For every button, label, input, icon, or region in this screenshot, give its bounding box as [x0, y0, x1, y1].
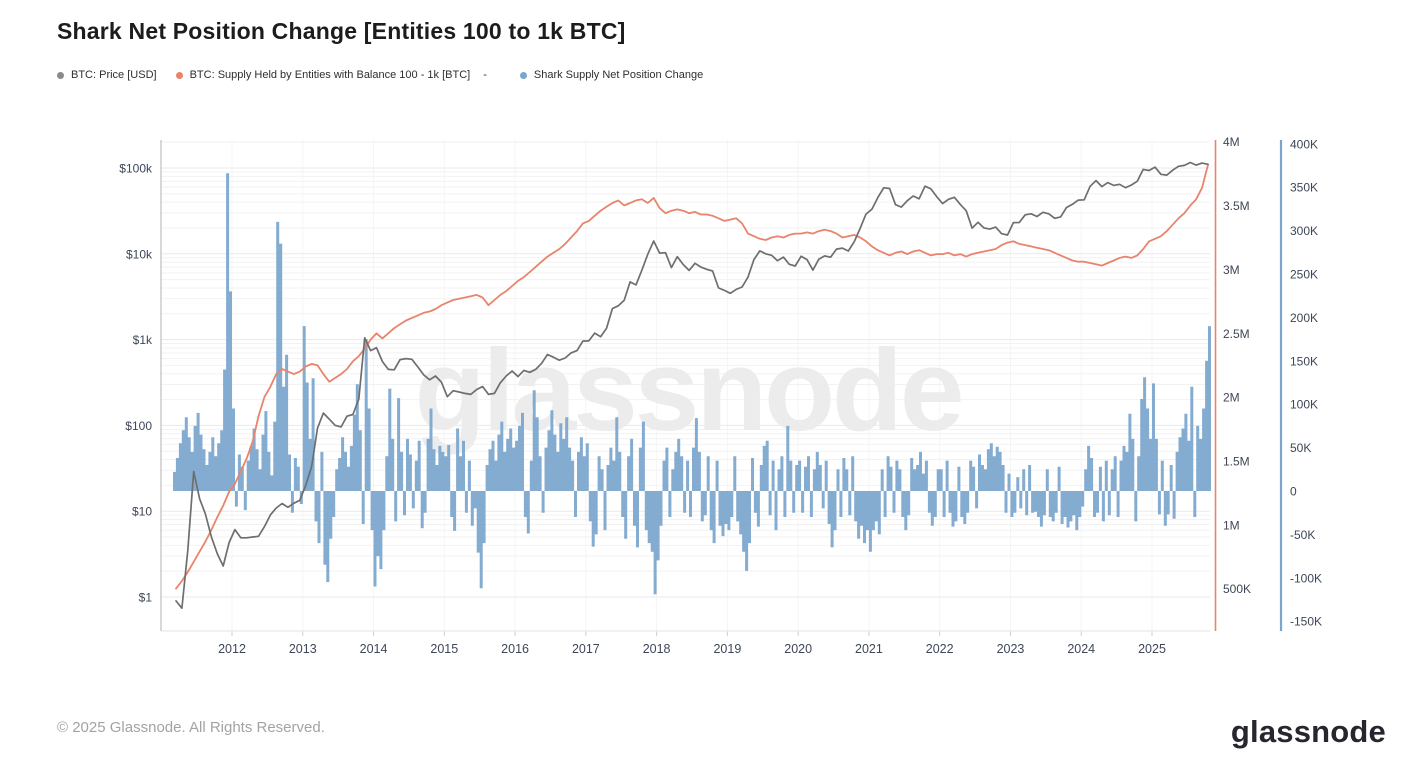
supply-tick-label: 2M: [1223, 391, 1240, 405]
npc-tick-label: 50K: [1290, 441, 1311, 455]
legend-label: BTC: Supply Held by Entities with Balanc…: [189, 69, 471, 81]
x-axis-tick-label: 2017: [572, 642, 600, 656]
copyright-text: © 2025 Glassnode. All Rights Reserved.: [57, 719, 325, 736]
npc-tick-label: 300K: [1290, 224, 1318, 238]
price-line: [175, 161, 1209, 610]
x-axis-tick-label: 2022: [926, 642, 954, 656]
supply-tick-label: 1M: [1223, 518, 1240, 532]
npc-tick-label: -50K: [1290, 528, 1315, 542]
npc-tick-label: 0: [1290, 485, 1297, 499]
npc-bars: [173, 173, 1211, 595]
supply-tick-label: 3.5M: [1223, 199, 1250, 213]
page-title: Shark Net Position Change [Entities 100 …: [57, 18, 626, 44]
x-axis-tick-label: 2014: [360, 642, 388, 656]
y-axis-npc: 400K 350K 300K 250K 200K 150K 100K 50K 0 -50K -100…: [1290, 137, 1322, 628]
legend-dot-icon: [519, 71, 527, 79]
supply-tick-label: 3M: [1223, 263, 1240, 277]
x-axis-tick-label: 2015: [430, 642, 458, 656]
price-tick-label: $10: [132, 505, 152, 519]
npc-tick-label: 100K: [1290, 398, 1318, 412]
legend-label: Shark Supply Net Position Change: [533, 69, 704, 81]
npc-tick-label: 400K: [1290, 137, 1318, 151]
npc-tick-label: -150K: [1290, 615, 1322, 629]
supply-tick-label: 2.5M: [1223, 327, 1250, 341]
price-tick-label: $1: [139, 591, 153, 605]
x-axis-tick-label: 2021: [855, 642, 883, 656]
npc-tick-label: 150K: [1290, 354, 1318, 368]
y-axis-supply: 4M 3.5M 3M 2.5M 2M 1.5M 1M 500K: [1223, 135, 1251, 596]
price-tick-label: $10k: [126, 247, 153, 261]
supply-tick-label: 1.5M: [1223, 454, 1250, 468]
price-tick-label: $1k: [133, 333, 153, 347]
chart-legend: BTC: Price [USD] BTC: Supply Held by Enti…: [57, 69, 703, 81]
supply-tick-label: 500K: [1223, 582, 1251, 596]
price-tick-label: $100: [125, 419, 152, 433]
legend-label: BTC: Price [USD]: [71, 69, 157, 81]
npc-tick-label: 200K: [1290, 311, 1318, 325]
x-axis-tick-label: 2012: [218, 642, 246, 656]
x-axis-tick-label: 2013: [289, 642, 317, 656]
x-axis-tick-label: 2020: [784, 642, 812, 656]
legend-separator: -: [483, 69, 487, 81]
supply-tick-label: 4M: [1223, 135, 1240, 149]
x-axis-tick-label: 2016: [501, 642, 529, 656]
npc-tick-label: 350K: [1290, 181, 1318, 195]
legend-item-price[interactable]: BTC: Price [USD]: [57, 69, 157, 81]
legend-dot-icon: [57, 71, 64, 79]
x-axis-tick-label: 2024: [1067, 642, 1095, 656]
npc-tick-label: -100K: [1290, 571, 1322, 585]
price-tick-label: $100k: [119, 162, 153, 176]
x-axis-tick-label: 2018: [643, 642, 671, 656]
npc-tick-label: 250K: [1290, 268, 1318, 282]
x-axis-tick-label: 2023: [997, 642, 1025, 656]
legend-item-npc[interactable]: Shark Supply Net Position Change: [519, 69, 704, 81]
x-axis-tick-label: 2019: [713, 642, 741, 656]
y-axis-price: $100k $10k $1k $100 $10 $1: [119, 162, 153, 605]
glassnode-logo: glassnode: [1230, 714, 1386, 749]
legend-dot-icon: [175, 71, 183, 79]
glassnode-watermark: glassnode: [415, 325, 962, 455]
x-axis-tick-label: 2025: [1138, 642, 1166, 656]
legend-item-supply[interactable]: BTC: Supply Held by Entities with Balanc…: [175, 69, 471, 81]
supply-line: [175, 163, 1209, 590]
x-axis: 2012 2013 2014 2015 2016 2017 2018 2019 2020 2021…: [218, 140, 1166, 656]
